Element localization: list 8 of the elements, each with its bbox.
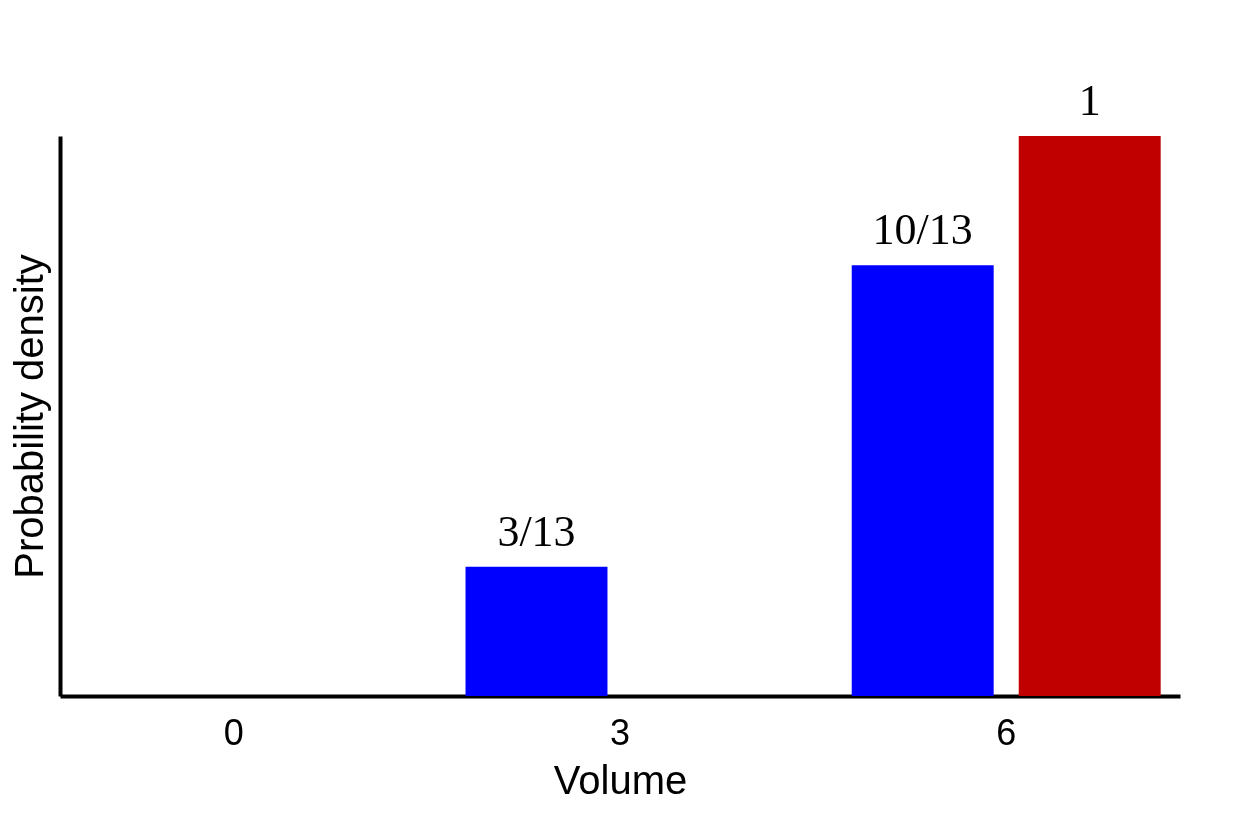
data-label: 3/13 [497,506,576,556]
x-tick-label: 0 [223,711,244,753]
x-tick-label: 3 [609,711,631,753]
y-axis-title: Probability density [6,254,51,579]
data-label: 10/13 [872,205,973,255]
data-label: 1 [1078,76,1101,125]
x-tick-label: 6 [996,711,1017,753]
x-axis-title: Volume [553,757,688,802]
